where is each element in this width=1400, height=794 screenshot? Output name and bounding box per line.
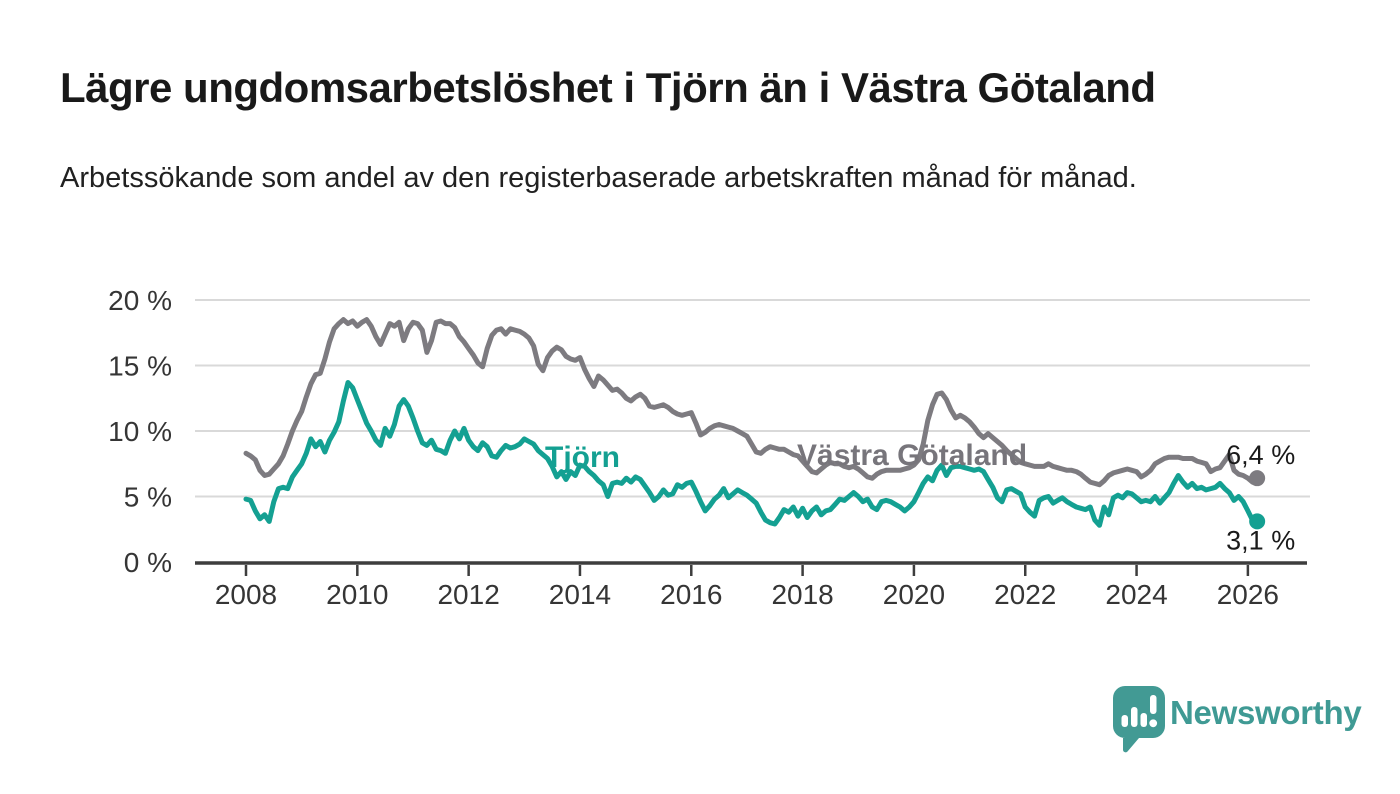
vastra-gotaland-line [243,317,1260,488]
x-axis-label: 2012 [437,579,499,610]
newsworthy-wordmark: Newsworthy [1170,694,1362,731]
x-axis-label: 2018 [771,579,833,610]
x-axis-label: 2016 [660,579,722,610]
tjorn-end-value: 3,1 % [1226,525,1295,555]
x-axis-label: 2010 [326,579,388,610]
tjorn-line [243,380,1260,528]
vastra-gotaland-end-value: 6,4 % [1226,440,1295,470]
tjorn-series-label: Tjörn [545,441,620,474]
x-axis-label: 2008 [215,579,277,610]
x-axis-label: 2022 [994,579,1056,610]
speech-bubble-bar-chart-icon [1113,686,1165,753]
y-axis-label: 5 % [124,482,172,513]
x-axis-label: 2024 [1105,579,1167,610]
y-axis-label: 20 % [108,285,172,316]
y-axis-label: 0 % [124,547,172,578]
tjorn-end-dot [1249,513,1266,530]
x-axis-label: 2026 [1217,579,1279,610]
x-axis-label: 2014 [549,579,611,610]
y-axis-label: 15 % [108,351,172,382]
y-axis-label: 10 % [108,416,172,447]
x-axis-label: 2020 [883,579,945,610]
chart-subtitle: Arbetssökande som andel av den registerb… [60,162,1137,194]
newsworthy-logo: Newsworthy [1113,686,1362,753]
page-title: Lägre ungdomsarbetslöshet i Tjörn än i V… [60,64,1156,111]
vastra-gotaland-end-dot [1249,470,1266,487]
vastra-gotaland-series-label: Västra Götaland [797,439,1027,472]
